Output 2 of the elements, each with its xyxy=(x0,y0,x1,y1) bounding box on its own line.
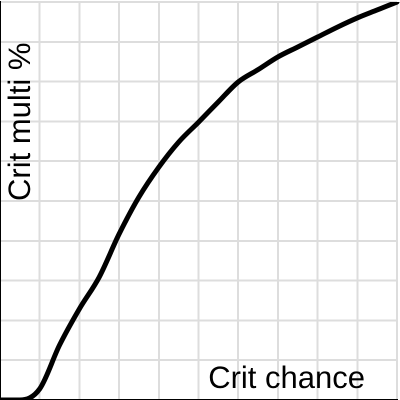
x-axis-title: Crit chance xyxy=(208,360,365,395)
y-axis-title: Crit multi % xyxy=(2,42,37,201)
